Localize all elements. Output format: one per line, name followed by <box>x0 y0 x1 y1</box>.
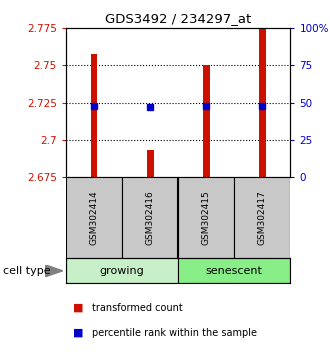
Bar <box>178 177 234 258</box>
Text: growing: growing <box>100 266 145 276</box>
Bar <box>178 258 290 283</box>
Bar <box>66 258 178 283</box>
Text: GSM302415: GSM302415 <box>202 190 211 245</box>
Bar <box>66 177 122 258</box>
Text: cell type: cell type <box>3 266 51 276</box>
Bar <box>122 177 178 258</box>
Bar <box>259 28 266 177</box>
Text: GDS3492 / 234297_at: GDS3492 / 234297_at <box>105 12 251 25</box>
Bar <box>203 65 210 177</box>
Text: senescent: senescent <box>206 266 263 276</box>
Text: percentile rank within the sample: percentile rank within the sample <box>92 328 257 338</box>
Bar <box>234 177 290 258</box>
Bar <box>147 150 153 177</box>
Polygon shape <box>45 264 63 277</box>
Text: ■: ■ <box>73 303 83 313</box>
Text: ■: ■ <box>73 328 83 338</box>
Text: GSM302417: GSM302417 <box>258 190 267 245</box>
Text: GSM302416: GSM302416 <box>146 190 155 245</box>
Text: transformed count: transformed count <box>92 303 183 313</box>
Bar <box>91 53 97 177</box>
Text: GSM302414: GSM302414 <box>89 190 99 245</box>
